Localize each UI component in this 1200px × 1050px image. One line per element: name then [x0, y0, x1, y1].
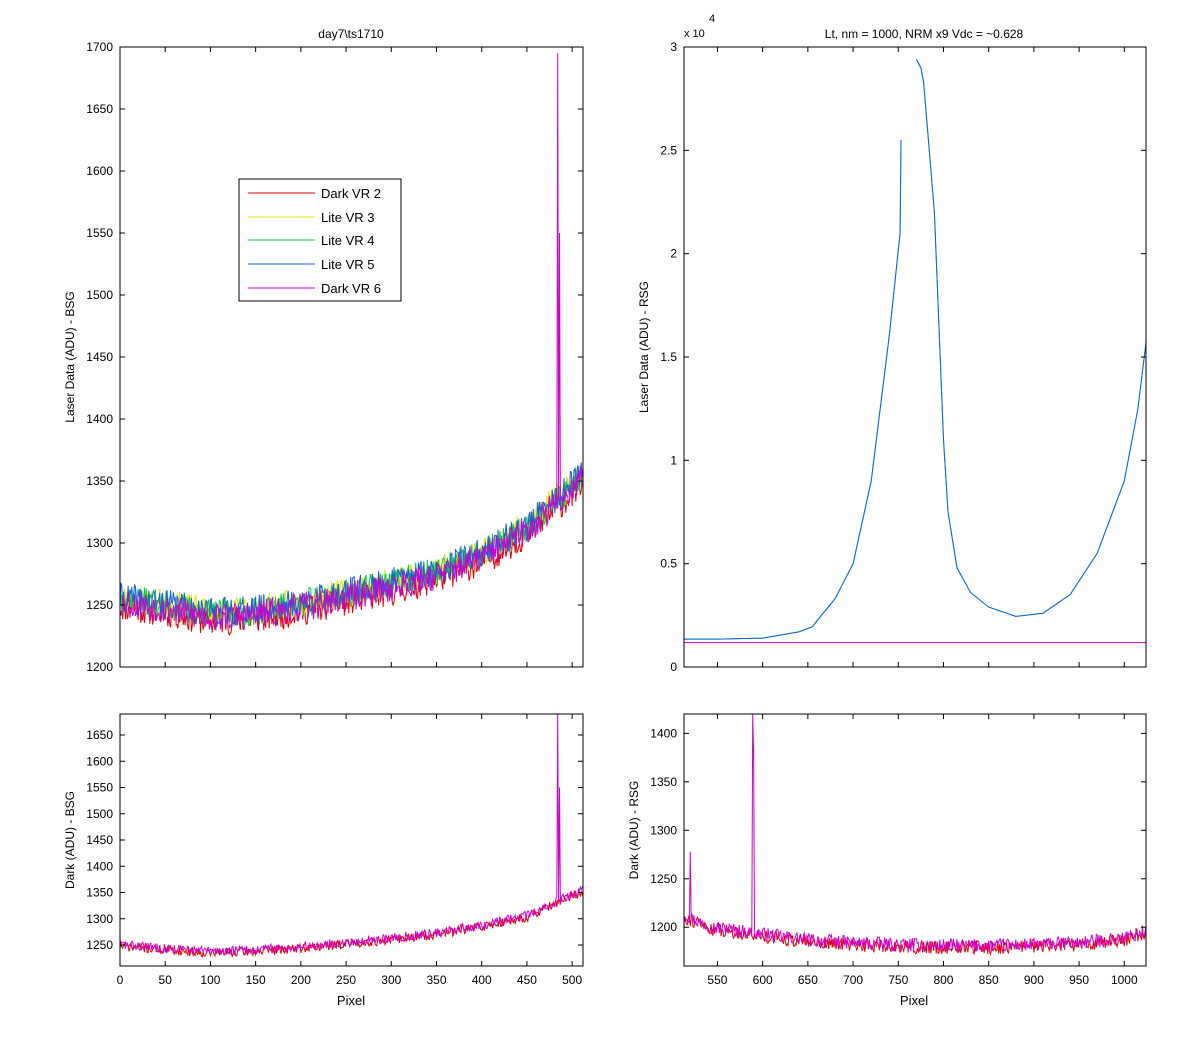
x-tick-label: 900 — [1024, 973, 1044, 987]
x-tick-label: 50 — [159, 973, 173, 987]
y-tick-label: 1250 — [86, 598, 113, 612]
legend-label: Lite VR 5 — [321, 257, 374, 272]
y-tick-label: 1350 — [86, 474, 113, 488]
plot-area — [684, 714, 1146, 966]
y-tick-label: 1400 — [650, 726, 677, 740]
x-tick-label: 1000 — [1111, 973, 1138, 987]
y-tick-label: 1550 — [86, 781, 113, 795]
series-layer — [684, 59, 1146, 644]
y-tick-label: 1600 — [86, 754, 113, 768]
series-layer — [120, 53, 583, 637]
y-tick-label: 1600 — [86, 164, 113, 178]
y-tick-label: 2 — [670, 247, 677, 261]
x-tick-label: 200 — [291, 973, 311, 987]
y-tick-label: 1650 — [86, 102, 113, 116]
y-tick-label: 1450 — [86, 833, 113, 847]
y-tick-label: 1.5 — [660, 350, 677, 364]
y-axis-label: Dark (ADU) - RSG — [627, 781, 641, 880]
y-tick-label: 2.5 — [660, 143, 677, 157]
y-tick-label: 1350 — [86, 886, 113, 900]
x-tick-label: 700 — [843, 973, 863, 987]
x-tick-label: 850 — [979, 973, 999, 987]
y-tick-label: 1500 — [86, 288, 113, 302]
series-line — [684, 914, 1146, 957]
axes-box — [683, 46, 1147, 668]
y-axis-label: Laser Data (ADU) - BSG — [63, 291, 77, 422]
y-tick-label: 1350 — [650, 775, 677, 789]
y-tick-label: 1300 — [86, 912, 113, 926]
x-tick-label: 0 — [117, 973, 124, 987]
tick-layer: 550 600 650 700 750 800 850 900 950 1000 1200 1250 1… — [650, 714, 1146, 987]
y-tick-label: 1200 — [86, 660, 113, 674]
y-axis-label: Dark (ADU) - BSG — [63, 791, 77, 889]
y-tick-label: 3 — [670, 40, 677, 54]
exponent-power: 4 — [709, 13, 715, 25]
legend-label: Lite VR 3 — [321, 210, 374, 225]
y-tick-label: 1250 — [86, 938, 113, 952]
tick-layer: 1200 1250 1300 1350 1400 1450 1500 1550 1600 1650… — [86, 40, 583, 674]
panel-title: Lt, nm = 1000, NRM x9 Vdc = ~0.628 — [825, 27, 1024, 41]
y-tick-label: 1700 — [86, 40, 113, 54]
y-tick-label: 1550 — [86, 226, 113, 240]
y-tick-label: 1500 — [86, 807, 113, 821]
panel-title: day7\ts1710 — [318, 27, 384, 41]
x-tick-label: 100 — [200, 973, 220, 987]
y-tick-label: 1 — [670, 453, 677, 467]
x-tick-label: 250 — [336, 973, 356, 987]
x-tick-label: 500 — [562, 973, 582, 987]
axes-box — [683, 713, 1147, 967]
x-tick-label: 300 — [381, 973, 401, 987]
panel-bottom-right: Dark (ADU) - RSG Pixel 550 600 650 700 750 80… — [627, 713, 1147, 1008]
axes-box — [119, 713, 584, 967]
series-layer — [120, 714, 583, 958]
panel-bottom-left: Dark (ADU) - BSG Pixel 0 50 100 150 200 250 30… — [63, 713, 584, 1008]
panel-top-right: Lt, nm = 1000, NRM x9 Vdc = ~0.628 Laser… — [637, 13, 1147, 674]
y-tick-label: 1250 — [650, 872, 677, 886]
x-tick-label: 750 — [888, 973, 908, 987]
x-tick-label: 400 — [472, 973, 492, 987]
legend-label: Dark VR 6 — [321, 281, 381, 296]
x-tick-label: 550 — [707, 973, 727, 987]
legend-label: Dark VR 2 — [321, 186, 381, 201]
y-axis-label: Laser Data (ADU) - RSG — [637, 281, 651, 413]
panel-top-left: day7\ts1710 Laser Data (ADU) - BSG 12001… — [63, 27, 584, 674]
x-tick-label: 150 — [246, 973, 266, 987]
x-tick-label: 950 — [1069, 973, 1089, 987]
y-tick-label: 1400 — [86, 412, 113, 426]
y-tick-label: 0 — [670, 660, 677, 674]
plot-area — [120, 714, 583, 966]
plot-area — [684, 47, 1146, 667]
plot-area — [120, 47, 583, 667]
y-tick-label: 1400 — [86, 859, 113, 873]
x-axis-label: Pixel — [337, 993, 365, 1008]
x-axis-label: Pixel — [900, 993, 928, 1008]
x-tick-label: 800 — [933, 973, 953, 987]
legend: Dark VR 2 Lite VR 3 Lite VR 4 Lite VR 5 … — [238, 178, 402, 302]
y-tick-label: 0.5 — [660, 557, 677, 571]
series-line — [684, 59, 1146, 640]
exponent-label: x 10 — [684, 28, 705, 40]
y-tick-label: 1650 — [86, 728, 113, 742]
series-line — [684, 714, 1146, 954]
series-line — [120, 462, 583, 627]
x-tick-label: 600 — [753, 973, 773, 987]
y-tick-label: 1200 — [650, 920, 677, 934]
tick-layer: 0 50 100 150 200 250 300 350 400 450 500 1250 1300 13… — [86, 714, 583, 987]
legend-label: Lite VR 4 — [321, 233, 374, 248]
x-tick-label: 650 — [798, 973, 818, 987]
y-tick-label: 1300 — [650, 823, 677, 837]
series-line — [120, 714, 583, 956]
y-tick-label: 1450 — [86, 350, 113, 364]
axes-box — [119, 46, 584, 668]
x-tick-label: 450 — [517, 973, 537, 987]
y-tick-label: 1300 — [86, 536, 113, 550]
series-line — [120, 53, 583, 631]
x-tick-label: 350 — [426, 973, 446, 987]
series-layer — [684, 714, 1146, 957]
